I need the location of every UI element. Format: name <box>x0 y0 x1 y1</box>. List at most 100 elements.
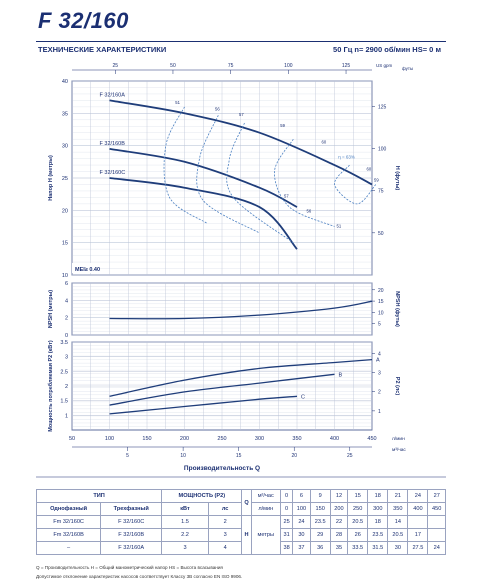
series-line-f32160c <box>109 177 298 250</box>
x-tick-label: 400 <box>330 436 339 442</box>
m3h-axis-label: 25 <box>347 453 353 459</box>
y2-tick-label: 2 <box>378 390 381 396</box>
q-unit-m3h: м³/час <box>250 489 282 503</box>
series-line-b <box>109 373 335 406</box>
x-tick-label: 450 <box>367 436 376 442</box>
y2-axis-unit: футы <box>402 66 413 71</box>
y2-tick-label: 100 <box>378 146 387 152</box>
y2-tick-label: 125 <box>378 104 387 110</box>
notes-line-2: Допустимое отклонение характеристик насо… <box>36 574 243 579</box>
q-lmin-value: 350 <box>387 502 409 516</box>
head-value: 24 <box>427 541 446 555</box>
head-value: 26 <box>347 528 369 542</box>
q-m3h-value: 9 <box>309 489 331 503</box>
power-kw: 3 <box>161 541 209 555</box>
series-line-f32160b <box>109 148 298 208</box>
head-value: 28 <box>329 528 349 542</box>
operating-params: 50 Гц n= 2900 об/мин HS= 0 м <box>333 45 441 54</box>
y-tick-label: 3 <box>65 355 68 361</box>
series-label: F 32/160A <box>100 92 126 98</box>
power-kw: 1.5 <box>161 515 209 529</box>
head-value: 18 <box>367 515 389 529</box>
x-axis-unit-lmin: л/мин <box>392 436 405 442</box>
head-value: 37 <box>292 541 311 555</box>
y-tick-label: 3.5 <box>60 340 68 346</box>
head-value <box>427 528 446 542</box>
efficiency-point-label: 59 <box>374 178 379 183</box>
efficiency-peak-label: η = 63% <box>338 155 355 160</box>
model-single-phase: – <box>35 541 102 555</box>
table-header-row: Однофазный Трехфазный кВт лс л/мин 0 100 150 200… <box>35 502 446 516</box>
series-line-c <box>109 395 298 415</box>
series-label: F 32/160B <box>100 141 126 147</box>
head-value <box>427 515 446 529</box>
header-divider <box>36 41 446 42</box>
efficiency-isoline <box>196 115 260 234</box>
single-phase-header: Однофазный <box>35 502 102 516</box>
efficiency-isoline <box>163 106 208 224</box>
series-label: A <box>376 358 380 364</box>
q-lmin-value: 200 <box>329 502 349 516</box>
top-axis-label: 25 <box>112 63 118 69</box>
three-phase-header: Трехфазный <box>100 502 163 516</box>
head-value: 38 <box>279 541 294 555</box>
y2-tick-label: 20 <box>378 288 384 294</box>
series-line-npsh <box>109 300 373 320</box>
series-label: F 32/160C <box>100 170 126 176</box>
y-axis-title: Напор H (метры) <box>48 155 54 201</box>
m3h-axis-label: 20 <box>291 453 297 459</box>
y-tick-label: 25 <box>62 176 68 182</box>
q-m3h-value: 12 <box>329 489 349 503</box>
x-tick-label: 50 <box>69 436 75 442</box>
m3h-axis-label: 5 <box>126 453 129 459</box>
top-axis-label: 125 <box>342 63 351 69</box>
series-line-a <box>109 358 373 397</box>
h-unit: метры <box>250 515 282 555</box>
model-three-phase: F 32/160B <box>100 528 163 542</box>
table-row: – F 32/160A 3 4 38 37 36 35 33.5 31.5 30 27.5 24 <box>35 541 446 555</box>
head-value: 23.5 <box>367 528 389 542</box>
y-axis-title: Мощность потребляемая P2 (кВт) <box>47 340 54 432</box>
power-hp: 4 <box>207 541 243 555</box>
x-tick-label: 300 <box>255 436 264 442</box>
y-tick-label: 30 <box>62 144 68 150</box>
y-tick-label: 2 <box>65 384 68 390</box>
q-lmin-value: 150 <box>309 502 331 516</box>
y-tick-label: 10 <box>62 273 68 279</box>
y2-tick-label: 75 <box>378 189 384 195</box>
q-lmin-value: 300 <box>367 502 389 516</box>
q-lmin-value: 400 <box>407 502 429 516</box>
y2-tick-label: 4 <box>378 351 381 357</box>
head-value <box>407 515 429 529</box>
head-value: 33.5 <box>347 541 369 555</box>
q-m3h-value: 0 <box>279 489 294 503</box>
q-unit-lmin: л/мин <box>250 502 282 516</box>
head-value: 29 <box>309 528 331 542</box>
model-single-phase: Fm 32/160C <box>35 515 102 529</box>
efficiency-point-label: 51 <box>337 223 342 228</box>
m3h-axis-label: 10 <box>180 453 186 459</box>
head-value: 30 <box>387 541 409 555</box>
head-value: 20.5 <box>387 528 409 542</box>
x-tick-label: 200 <box>180 436 189 442</box>
head-value: 25 <box>279 515 294 529</box>
q-m3h-value: 24 <box>407 489 429 503</box>
efficiency-point-label: 56 <box>215 106 220 111</box>
table-row: Fm 32/160B F 32/160B 2.2 3 31 30 29 28 26 23.5 20.… <box>35 528 446 542</box>
y-tick-label: 40 <box>62 79 68 85</box>
head-value: 36 <box>309 541 331 555</box>
hp-header: лс <box>207 502 243 516</box>
model-single-phase: Fm 32/160B <box>35 528 102 542</box>
x-axis-unit-m3h: м³/час <box>392 447 406 453</box>
m3h-axis-label: 15 <box>236 453 242 459</box>
model-three-phase: F 32/160A <box>100 541 163 555</box>
efficiency-point-label: 57 <box>239 112 244 117</box>
head-value: 14 <box>387 515 409 529</box>
type-header: ТИП <box>35 489 163 503</box>
y2-axis-title: NPSH (футы) <box>394 291 401 327</box>
section-subtitle: ТЕХНИЧЕСКИЕ ХАРАКТЕРИСТИКИ <box>38 45 167 54</box>
top-axis-unit: US gpm <box>376 63 393 68</box>
